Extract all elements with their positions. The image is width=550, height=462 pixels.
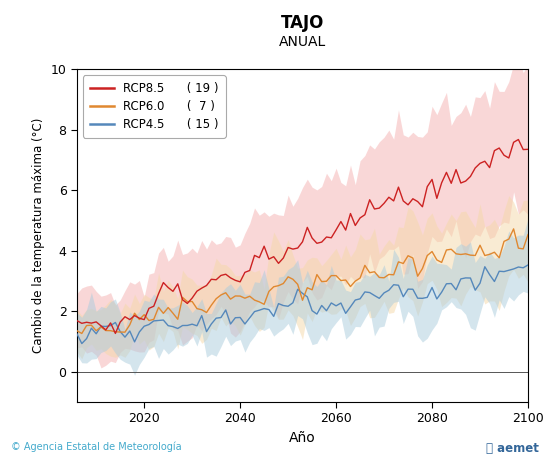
Y-axis label: Cambio de la temperatura máxima (°C): Cambio de la temperatura máxima (°C) <box>32 118 45 353</box>
X-axis label: Año: Año <box>289 431 316 445</box>
Legend: RCP8.5      ( 19 ), RCP6.0      (  7 ), RCP4.5      ( 15 ): RCP8.5 ( 19 ), RCP6.0 ( 7 ), RCP4.5 ( 15… <box>83 75 226 138</box>
Text: TAJO: TAJO <box>281 14 324 32</box>
Text: ANUAL: ANUAL <box>279 35 326 49</box>
Text: 🧭 aemet: 🧭 aemet <box>486 442 539 455</box>
Text: © Agencia Estatal de Meteorología: © Agencia Estatal de Meteorología <box>11 441 182 452</box>
